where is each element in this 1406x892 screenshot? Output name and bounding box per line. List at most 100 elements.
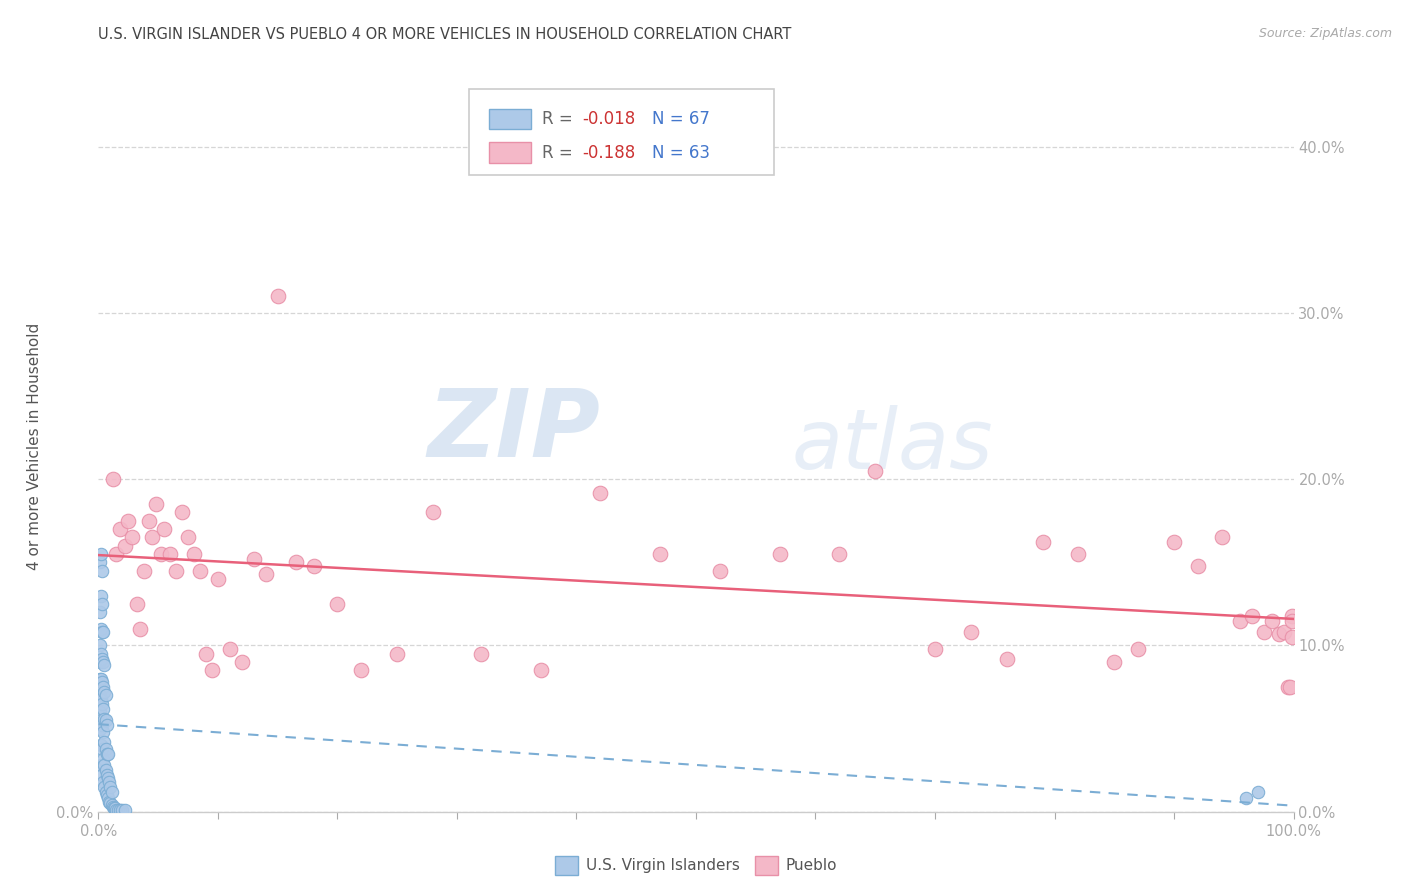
Point [91, 718, 114, 732]
Point [91, 625, 114, 640]
Point [183, 547, 205, 561]
Text: atlas: atlas [792, 406, 993, 486]
Text: N = 67: N = 67 [652, 110, 710, 128]
Point [194, 647, 218, 661]
Text: N = 63: N = 63 [652, 144, 710, 161]
Point [1163, 535, 1185, 549]
Point [94, 785, 117, 799]
Point [111, 803, 134, 817]
Point [93, 758, 115, 772]
Point [1281, 630, 1303, 644]
Point [132, 564, 155, 578]
Point [172, 506, 194, 520]
Point [91, 697, 114, 711]
Point [107, 803, 129, 817]
Point [231, 655, 253, 669]
Text: R =: R = [541, 144, 578, 161]
Point [138, 514, 160, 528]
Point [768, 547, 790, 561]
Point [97, 747, 120, 761]
Point [93, 735, 115, 749]
Point [93, 780, 115, 794]
Point [98, 774, 121, 789]
Y-axis label: 4 or more Vehicles in Household: 4 or more Vehicles in Household [28, 322, 42, 570]
Point [101, 472, 124, 486]
Point [350, 664, 373, 678]
Point [1234, 791, 1257, 805]
Point [96, 788, 118, 802]
Point [91, 564, 114, 578]
Point [648, 547, 672, 561]
Point [1128, 641, 1150, 656]
Point [1261, 614, 1284, 628]
Point [94, 689, 117, 703]
Point [1246, 785, 1268, 799]
Point [924, 641, 946, 656]
Point [90, 622, 112, 636]
Point [96, 747, 118, 761]
Point [94, 741, 117, 756]
Point [129, 622, 152, 636]
Point [94, 763, 117, 777]
Point [385, 647, 409, 661]
Text: R =: R = [541, 110, 578, 128]
Text: -0.188: -0.188 [582, 144, 636, 161]
Point [90, 672, 112, 686]
Point [1278, 680, 1301, 694]
FancyBboxPatch shape [470, 89, 773, 176]
Point [98, 795, 121, 809]
Text: -0.018: -0.018 [582, 110, 636, 128]
Point [90, 738, 112, 752]
Point [114, 803, 136, 817]
Point [589, 485, 612, 500]
Point [108, 522, 131, 536]
Point [89, 722, 111, 736]
Point [145, 497, 167, 511]
Legend: U.S. Virgin Islanders, Pueblo: U.S. Virgin Islanders, Pueblo [548, 850, 844, 881]
Point [89, 605, 111, 619]
Point [117, 514, 139, 528]
Point [90, 714, 112, 728]
Point [93, 712, 115, 726]
Point [326, 597, 349, 611]
Point [1102, 655, 1125, 669]
Point [89, 639, 111, 653]
Point [93, 685, 115, 699]
Point [108, 803, 131, 817]
Point [97, 772, 120, 786]
Point [159, 547, 181, 561]
Point [91, 774, 114, 789]
Point [267, 289, 290, 303]
Text: U.S. VIRGIN ISLANDER VS PUEBLO 4 OR MORE VEHICLES IN HOUSEHOLD CORRELATION CHART: U.S. VIRGIN ISLANDER VS PUEBLO 4 OR MORE… [98, 27, 792, 42]
Point [125, 597, 148, 611]
Point [89, 655, 111, 669]
Bar [489, 109, 531, 129]
Point [959, 625, 981, 640]
Point [177, 530, 200, 544]
Point [470, 647, 492, 661]
Point [104, 801, 127, 815]
Point [1281, 608, 1303, 623]
Point [90, 758, 112, 772]
Point [98, 780, 122, 794]
Point [105, 803, 128, 817]
Point [207, 572, 229, 586]
Point [91, 675, 114, 690]
Point [91, 751, 114, 765]
Point [96, 718, 118, 732]
Point [1211, 530, 1233, 544]
Point [422, 506, 444, 520]
Point [1281, 614, 1303, 628]
Point [121, 530, 143, 544]
Point [96, 768, 118, 782]
Point [243, 552, 266, 566]
Point [100, 798, 122, 813]
Point [188, 564, 211, 578]
Point [529, 664, 551, 678]
Point [165, 564, 187, 578]
Point [219, 641, 242, 656]
Point [91, 701, 114, 715]
Point [103, 801, 125, 815]
Point [94, 714, 117, 728]
Point [254, 567, 277, 582]
